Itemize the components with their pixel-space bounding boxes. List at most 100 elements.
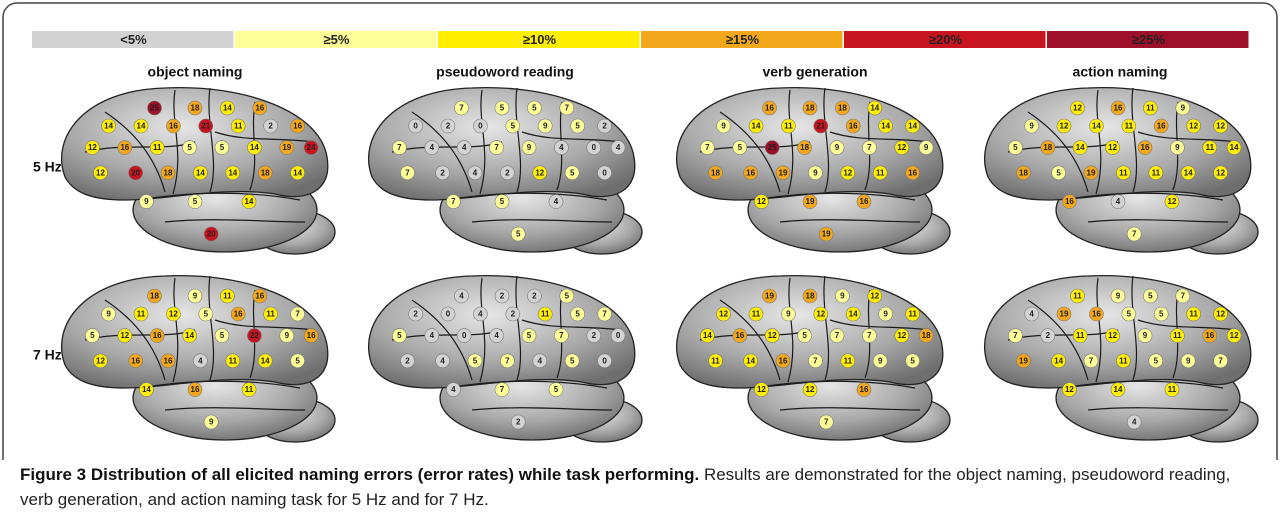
electrode-value: 20 [131, 168, 140, 177]
task-title: object naming [148, 64, 243, 80]
electrode-value: 5 [570, 168, 575, 177]
electrode-value: 0 [462, 331, 467, 340]
electrode-value: 9 [543, 122, 548, 131]
electrode-value: 16 [255, 292, 264, 301]
electrode-value: 9 [813, 168, 818, 177]
electrode-value: 4 [473, 168, 478, 177]
electrode-value: 19 [822, 230, 831, 239]
electrode-value: 16 [908, 168, 917, 177]
electrode-value: 14 [185, 331, 194, 340]
electrode-value: 9 [1116, 292, 1121, 301]
electrode-value: 12 [870, 292, 879, 301]
electrode-value: 5 [511, 122, 516, 131]
electrode-value: 11 [223, 292, 232, 301]
electrode-value: 14 [908, 122, 917, 131]
brain-panel: 1891116911125161175121614522916121616411… [62, 276, 335, 442]
electrode-value: 25 [768, 143, 777, 152]
electrode-value: 19 [1060, 310, 1069, 319]
electrode-value: 7 [824, 418, 829, 427]
electrode-value: 9 [209, 418, 214, 427]
electrode-value: 2 [500, 292, 505, 301]
electrode-value: 5 [575, 122, 580, 131]
electrode-value: 7 [505, 356, 510, 365]
electrode-value: 0 [413, 122, 418, 131]
electrode-value: 11 [1073, 292, 1082, 301]
electrode-value: 2 [268, 122, 273, 131]
electrode-value: 14 [196, 168, 205, 177]
electrode-value: 18 [150, 292, 159, 301]
electrode-value: 0 [478, 122, 483, 131]
electrode-value: 11 [266, 310, 275, 319]
electrode-value: 2 [592, 331, 597, 340]
legend-label: ≥15% [726, 32, 760, 47]
electrode-value: 9 [878, 356, 883, 365]
electrode-value: 11 [1125, 122, 1134, 131]
electrode-value: 16 [849, 122, 858, 131]
electrode-value: 16 [120, 143, 129, 152]
electrode-value: 14 [746, 356, 755, 365]
electrode-value: 9 [786, 310, 791, 319]
electrode-value: 14 [1114, 385, 1123, 394]
electrode-value: 12 [897, 143, 906, 152]
electrode-value: 5 [527, 331, 532, 340]
electrode-value: 5 [516, 230, 521, 239]
electrode-value: 19 [282, 143, 291, 152]
electrode-value: 18 [191, 104, 200, 113]
electrode-value: 5 [570, 356, 575, 365]
caption: Figure 3 Distribution of all elicited na… [20, 462, 1260, 512]
electrode-value: 12 [1073, 104, 1082, 113]
electrode-value: 5 [1154, 356, 1159, 365]
electrode-value: 9 [883, 310, 888, 319]
electrode-value: 12 [88, 143, 97, 152]
electrode-value: 4 [1029, 310, 1034, 319]
electrode-value: 12 [1065, 385, 1074, 394]
electrode-value: 0 [602, 168, 607, 177]
electrode-value: 14 [293, 168, 302, 177]
electrode-value: 9 [1143, 331, 1148, 340]
electrode-value: 18 [261, 168, 270, 177]
electrode-value: 7 [867, 143, 872, 152]
electrode-value: 21 [816, 122, 825, 131]
electrode-value: 5 [500, 197, 505, 206]
electrode-value: 5 [554, 385, 559, 394]
electrode-value: 11 [245, 385, 254, 394]
electrode-value: 7 [867, 331, 872, 340]
electrode-value: 4 [1116, 197, 1121, 206]
electrode-value: 7 [1013, 331, 1018, 340]
electrode-value: 7 [405, 168, 410, 177]
electrode-value: 16 [735, 331, 744, 340]
electrode-value: 12 [1230, 331, 1239, 340]
electrode-value: 9 [835, 143, 840, 152]
electrode-value: 14 [881, 122, 890, 131]
electrode-value: 11 [908, 310, 917, 319]
electrode-value: 14 [228, 168, 237, 177]
electrode-value: 14 [250, 143, 259, 152]
electrode-value: 2 [511, 310, 516, 319]
electrode-value: 18 [922, 331, 931, 340]
electrode-value: 11 [229, 356, 238, 365]
electrode-value: 5 [220, 331, 225, 340]
electrode-value: 12 [768, 331, 777, 340]
electrode-value: 5 [1056, 168, 1061, 177]
electrode-value: 16 [307, 331, 316, 340]
electrode-value: 4 [430, 331, 435, 340]
electrode-value: 11 [1146, 104, 1155, 113]
electrode-value: 19 [765, 292, 774, 301]
electrode-value: 2 [532, 292, 537, 301]
electrode-value: 22 [250, 331, 259, 340]
electrode-value: 16 [746, 168, 755, 177]
brain-panel: 7557020595274479404724212507545 [369, 88, 642, 254]
electrode-value: 4 [494, 331, 499, 340]
electrode-value: 14 [142, 385, 151, 394]
electrode-value: 16 [860, 197, 869, 206]
electrode-value: 14 [1054, 356, 1063, 365]
electrode-value: 16 [1092, 310, 1101, 319]
electrode-value: 11 [541, 310, 550, 319]
electrode-value: 19 [779, 168, 788, 177]
electrode-value: 14 [752, 122, 761, 131]
electrode-value: 16 [860, 385, 869, 394]
electrode-value: 12 [1108, 331, 1117, 340]
electrode-value: 7 [813, 356, 818, 365]
electrode-value: 18 [1043, 143, 1052, 152]
